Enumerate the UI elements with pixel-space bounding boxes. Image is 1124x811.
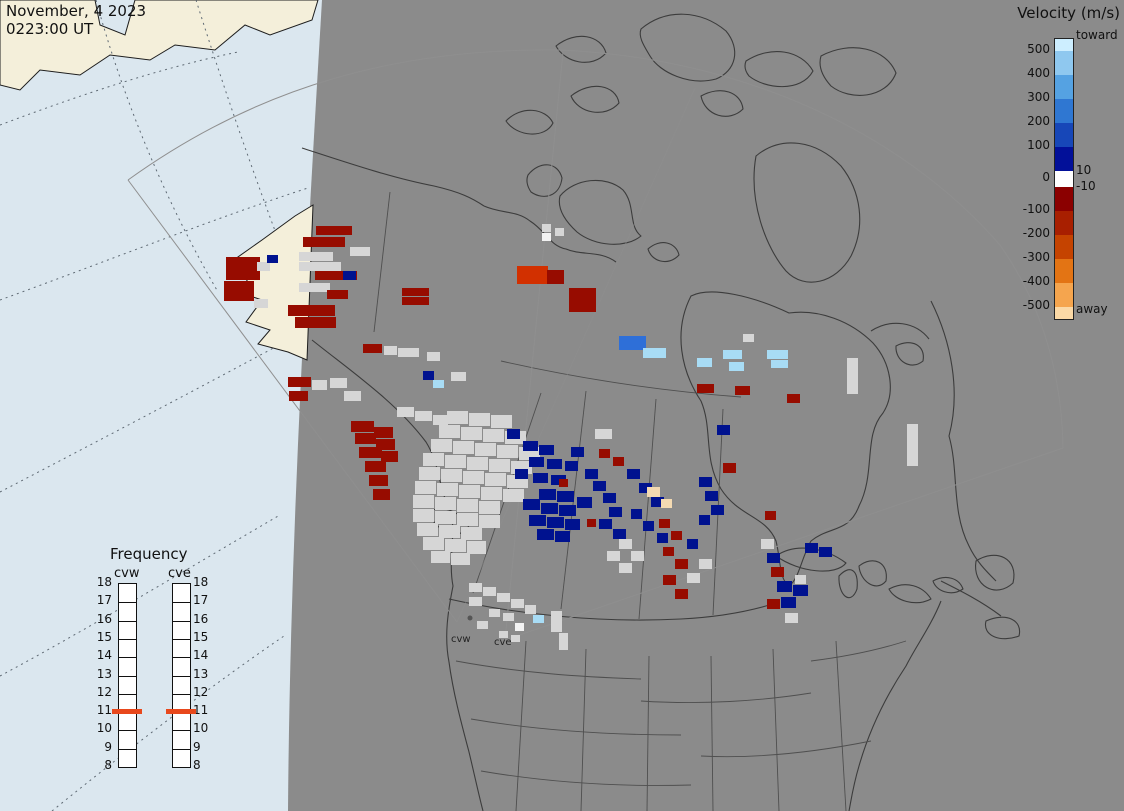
frequency-scale-tick — [173, 730, 190, 732]
time-text: 0223:00 UT — [6, 20, 94, 38]
frequency-scale-tick — [119, 748, 136, 750]
colorbar-segment — [1055, 187, 1073, 211]
radar-fov-fans — [127, 49, 1064, 641]
graticule — [0, 0, 309, 811]
frequency-tick-label: 15 — [96, 629, 112, 644]
frequency-tick-label: 9 — [104, 739, 112, 754]
colorbar-tick-label: 0 — [1042, 170, 1050, 184]
colorbar-segment — [1055, 235, 1073, 259]
colorbar-tick-label: -500 — [1022, 298, 1050, 312]
frequency-tick-label: 12 — [193, 684, 209, 699]
colorbar-segment — [1055, 99, 1073, 123]
colorbar-segment — [1055, 259, 1073, 283]
frequency-column-cve-label: cve — [168, 566, 191, 581]
colorbar-segment — [1055, 171, 1073, 187]
frequency-scale-cve — [172, 583, 191, 768]
frequency-scale-tick — [119, 730, 136, 732]
colorbar-tick-label: -400 — [1022, 274, 1050, 288]
border-group — [373, 191, 907, 811]
colorbar-segment — [1055, 39, 1073, 51]
colorbar-tick-label: 300 — [1027, 90, 1050, 104]
frequency-scale-tick — [173, 748, 190, 750]
frequency-tick-label: 10 — [96, 721, 112, 736]
frequency-tick-label: 8 — [193, 758, 201, 772]
frequency-scale-tick — [119, 657, 136, 659]
colorbar-tick-label: 500 — [1027, 42, 1050, 56]
frequency-scale-tick — [119, 602, 136, 604]
frequency-tick-label: 12 — [96, 684, 112, 699]
colorbar-tick-label: -200 — [1022, 226, 1050, 240]
frequency-tick-label: 15 — [193, 629, 209, 644]
colorbar-segment — [1055, 123, 1073, 147]
frequency-legend: Frequency cvw cve 18 17 16 15 14 13 12 11 10 9 8 18… — [90, 545, 220, 790]
frequency-tick-label: 9 — [193, 739, 201, 754]
frequency-tick-label: 14 — [193, 648, 209, 663]
radar-label-cvw: cvw — [451, 634, 471, 645]
colorbar-bar — [1054, 38, 1074, 320]
frequency-tick-label: 13 — [193, 666, 209, 681]
map-region — [288, 0, 1124, 811]
frequency-legend-title: Frequency — [110, 545, 188, 563]
frequency-tick-label: 17 — [193, 593, 209, 608]
date-text: November, 4 2023 — [6, 2, 147, 20]
frequency-marker-cve — [166, 709, 196, 714]
frequency-tick-label: 17 — [96, 593, 112, 608]
colorbar-segment — [1055, 51, 1073, 75]
frequency-column-cvw-label: cvw — [114, 566, 140, 581]
colorbar-segment — [1055, 147, 1073, 171]
datetime-block: November, 4 2023 0223:00 UT — [6, 2, 146, 38]
frequency-tick-label: 10 — [193, 721, 209, 736]
frequency-scale-tick — [173, 657, 190, 659]
frequency-tick-label: 18 — [193, 575, 209, 589]
frequency-tick-label: 11 — [96, 703, 112, 718]
frequency-scale-tick — [173, 638, 190, 640]
frequency-scale-tick — [119, 693, 136, 695]
colorbar-tick-label: 100 — [1027, 138, 1050, 152]
frequency-tick-label: 18 — [96, 575, 112, 589]
frequency-scale-tick — [119, 620, 136, 622]
frequency-tick-label: 11 — [193, 703, 209, 718]
colorbar-toward-label: toward — [1076, 28, 1118, 42]
colorbar-segment — [1055, 307, 1073, 319]
colorbar-minus10-label: -10 — [1076, 179, 1096, 193]
velocity-colorbar: Velocity (m/s) 500 400 300 200 100 0 -100 -200 -… — [1000, 0, 1124, 335]
frequency-scale-tick — [173, 693, 190, 695]
colorbar-title: Velocity (m/s) — [1017, 4, 1120, 22]
frequency-scale-tick — [119, 638, 136, 640]
colorbar-plus10-label: 10 — [1076, 163, 1092, 177]
frequency-tick-label: 14 — [96, 648, 112, 663]
colorbar-segment — [1055, 75, 1073, 99]
frequency-scale-tick — [173, 675, 190, 677]
colorbar-tick-label: -300 — [1022, 250, 1050, 264]
colorbar-tick-labels: 500 400 300 200 100 0 -100 -200 -300 -400 -500 — [1000, 0, 1124, 335]
colorbar-segment — [1055, 211, 1073, 235]
colorbar-tick-label: 200 — [1027, 114, 1050, 128]
frequency-tick-label: 8 — [104, 758, 112, 772]
frequency-tick-label: 13 — [96, 666, 112, 681]
colorbar-tick-label: 400 — [1027, 66, 1050, 80]
colorbar-segment — [1055, 283, 1073, 307]
frequency-scale-tick — [173, 602, 190, 604]
colorbar-tick-label: -100 — [1022, 202, 1050, 216]
frequency-tick-label: 16 — [96, 611, 112, 626]
colorbar-away-label: away — [1076, 302, 1108, 316]
siberia-landmass — [0, 0, 319, 91]
radar-site-cve — [500, 631, 506, 637]
frequency-scale-tick — [173, 620, 190, 622]
radar-site-cvw — [467, 615, 473, 621]
frequency-scale-tick — [119, 675, 136, 677]
frequency-marker-cvw — [112, 709, 142, 714]
frequency-tick-label: 16 — [193, 611, 209, 626]
frequency-scale-cvw — [118, 583, 137, 768]
radar-label-cve: cve — [494, 637, 512, 648]
